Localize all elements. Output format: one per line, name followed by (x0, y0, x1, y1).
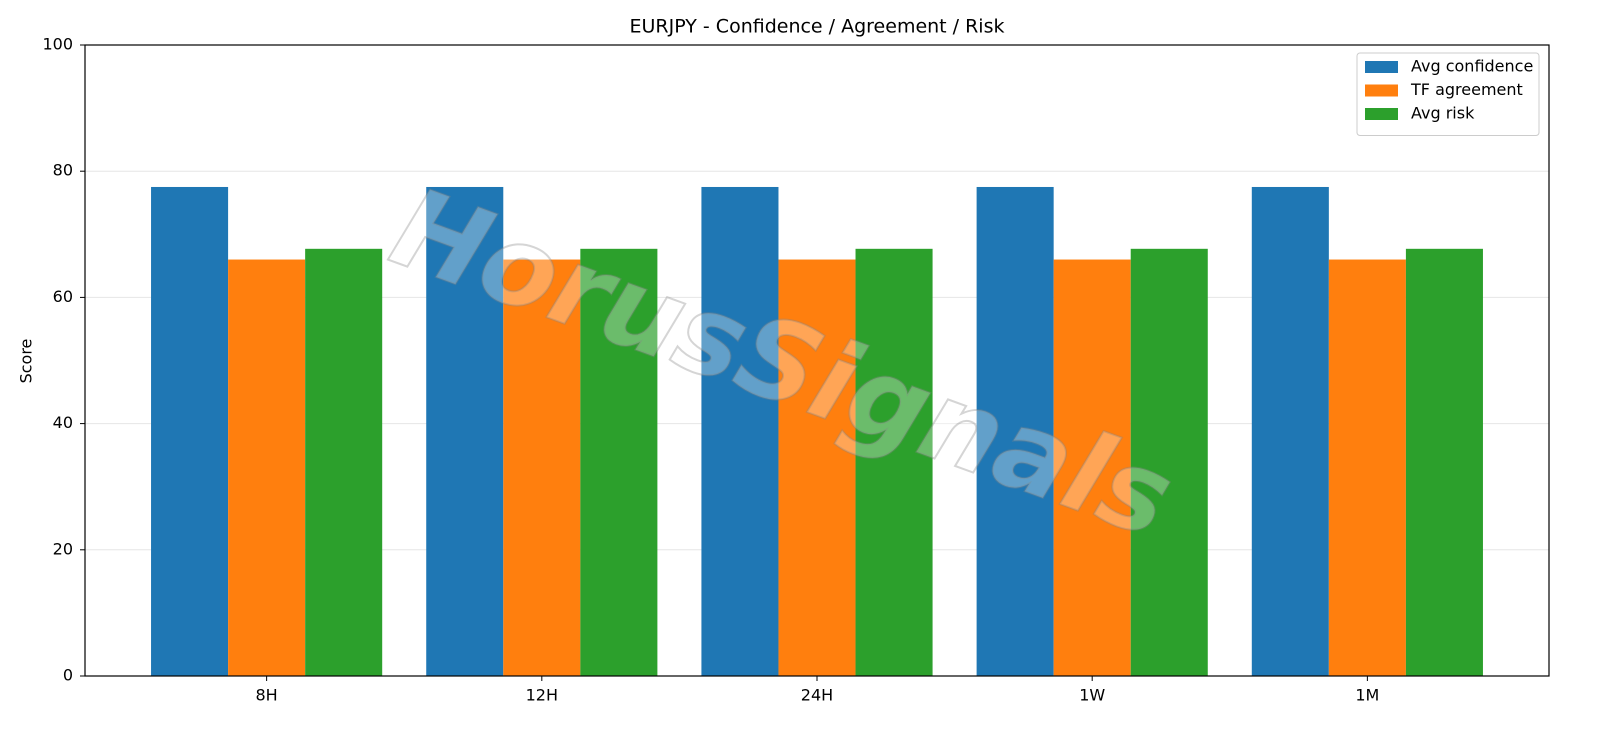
bar (1405, 248, 1483, 677)
bar (228, 259, 306, 676)
y-tick-label: 0 (63, 666, 73, 685)
y-tick-label: 80 (53, 161, 73, 180)
y-tick-label: 100 (42, 35, 73, 54)
y-tick-label: 20 (53, 539, 73, 558)
legend-frame (1356, 52, 1540, 136)
bar (1251, 186, 1329, 676)
bar (305, 248, 383, 677)
bar (1130, 248, 1208, 677)
bar (503, 259, 581, 676)
bar (580, 248, 658, 677)
y-tick-label: 60 (53, 287, 73, 306)
x-tick-label: 24H (801, 686, 833, 705)
bar (976, 186, 1054, 676)
legend-label: TF agreement (1410, 80, 1523, 99)
bar (855, 248, 933, 677)
legend: Avg confidence TF agreement Avg risk (1356, 52, 1540, 136)
legend-label: Avg risk (1411, 104, 1475, 123)
legend-swatch (1365, 84, 1398, 97)
bar (1053, 259, 1131, 676)
bar (701, 186, 779, 676)
bar (151, 186, 229, 676)
y-tick-label: 40 (53, 413, 73, 432)
plot-frame (84, 44, 1550, 677)
legend-label: Avg confidence (1411, 57, 1533, 76)
x-tick-label: 1W (1079, 686, 1105, 705)
y-axis-label: Score (17, 339, 36, 384)
legend-swatch (1365, 108, 1398, 120)
bar (1328, 259, 1406, 676)
x-tick-label: 12H (526, 686, 558, 705)
x-tick-label: 1M (1355, 686, 1379, 705)
legend-swatch (1365, 61, 1398, 73)
bar (778, 259, 856, 676)
chart-title: EURJPY - Confidence / Agreement / Risk (630, 16, 1005, 38)
x-tick-label: 8H (256, 686, 278, 705)
bar (426, 186, 504, 676)
